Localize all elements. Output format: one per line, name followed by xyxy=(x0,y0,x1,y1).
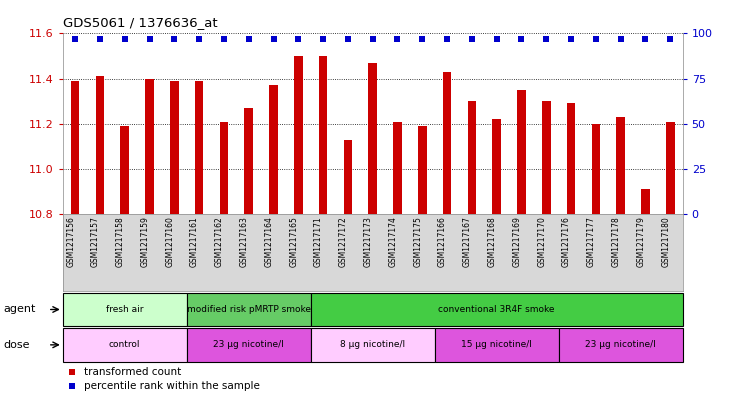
Text: GSM1217164: GSM1217164 xyxy=(264,217,274,267)
Bar xyxy=(368,63,377,214)
Bar xyxy=(96,76,104,214)
Text: GDS5061 / 1376636_at: GDS5061 / 1376636_at xyxy=(63,17,218,29)
Text: GSM1217165: GSM1217165 xyxy=(289,217,298,267)
Text: dose: dose xyxy=(4,340,30,350)
Bar xyxy=(294,56,303,214)
Text: GSM1217180: GSM1217180 xyxy=(661,217,670,267)
Text: GSM1217176: GSM1217176 xyxy=(562,217,571,267)
Bar xyxy=(344,140,352,214)
Bar xyxy=(559,328,683,362)
Text: GSM1217173: GSM1217173 xyxy=(364,217,373,267)
Bar xyxy=(443,72,452,214)
Text: 8 μg nicotine/l: 8 μg nicotine/l xyxy=(340,340,405,349)
Text: agent: agent xyxy=(4,305,36,314)
Text: GSM1217172: GSM1217172 xyxy=(339,217,348,267)
Text: GSM1217175: GSM1217175 xyxy=(413,217,422,267)
Text: GSM1217169: GSM1217169 xyxy=(512,217,522,267)
Bar xyxy=(311,293,683,326)
Bar xyxy=(319,56,328,214)
Bar xyxy=(244,108,253,214)
Text: GSM1217162: GSM1217162 xyxy=(215,217,224,267)
Text: GSM1217168: GSM1217168 xyxy=(488,217,497,267)
Text: percentile rank within the sample: percentile rank within the sample xyxy=(84,381,261,391)
Bar xyxy=(269,85,277,214)
Bar xyxy=(492,119,501,214)
Bar xyxy=(418,126,427,214)
Bar xyxy=(393,121,401,214)
Text: GSM1217157: GSM1217157 xyxy=(91,217,100,267)
Bar xyxy=(120,126,129,214)
Text: GSM1217171: GSM1217171 xyxy=(314,217,323,267)
Text: GSM1217161: GSM1217161 xyxy=(190,217,199,267)
Text: GSM1217160: GSM1217160 xyxy=(165,217,174,267)
Bar xyxy=(170,81,179,214)
Bar xyxy=(71,81,80,214)
Text: 23 μg nicotine/l: 23 μg nicotine/l xyxy=(585,340,656,349)
Bar xyxy=(187,293,311,326)
Bar xyxy=(542,101,551,214)
Text: GSM1217179: GSM1217179 xyxy=(636,217,646,267)
Bar xyxy=(517,90,525,214)
Text: modified risk pMRTP smoke: modified risk pMRTP smoke xyxy=(187,305,311,314)
Bar xyxy=(145,79,154,214)
Bar xyxy=(468,101,476,214)
Text: 23 μg nicotine/l: 23 μg nicotine/l xyxy=(213,340,284,349)
Text: GSM1217167: GSM1217167 xyxy=(463,217,472,267)
Bar xyxy=(63,293,187,326)
Text: GSM1217174: GSM1217174 xyxy=(388,217,398,267)
Text: control: control xyxy=(109,340,140,349)
Text: transformed count: transformed count xyxy=(84,367,182,377)
Text: GSM1217178: GSM1217178 xyxy=(612,217,621,267)
Bar xyxy=(616,117,625,214)
Bar xyxy=(567,103,576,214)
Bar xyxy=(220,121,228,214)
Bar xyxy=(195,81,204,214)
Bar xyxy=(63,328,187,362)
Text: GSM1217159: GSM1217159 xyxy=(140,217,150,267)
Bar xyxy=(311,328,435,362)
Bar xyxy=(641,189,649,214)
Text: conventional 3R4F smoke: conventional 3R4F smoke xyxy=(438,305,555,314)
Bar xyxy=(435,328,559,362)
Text: GSM1217158: GSM1217158 xyxy=(116,217,125,267)
Text: GSM1217163: GSM1217163 xyxy=(240,217,249,267)
Bar xyxy=(592,124,600,214)
Text: 15 μg nicotine/l: 15 μg nicotine/l xyxy=(461,340,532,349)
Bar xyxy=(187,328,311,362)
Text: GSM1217170: GSM1217170 xyxy=(537,217,546,267)
Text: GSM1217177: GSM1217177 xyxy=(587,217,596,267)
Bar xyxy=(666,121,675,214)
Text: GSM1217166: GSM1217166 xyxy=(438,217,447,267)
Text: fresh air: fresh air xyxy=(106,305,143,314)
Text: GSM1217156: GSM1217156 xyxy=(66,217,75,267)
